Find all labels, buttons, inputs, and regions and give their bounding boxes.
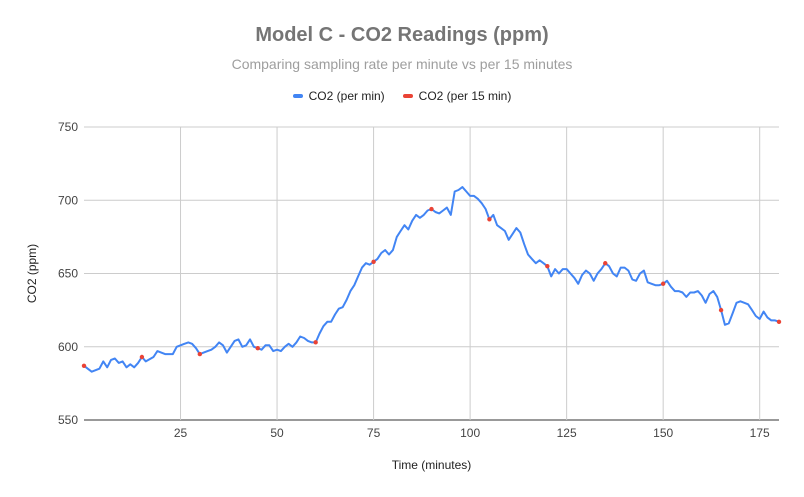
point-per-15-min — [718, 307, 724, 313]
point-per-15-min — [487, 217, 492, 222]
y-tick-label: 550 — [58, 413, 78, 427]
chart-legend: CO2 (per min) CO2 (per 15 min) — [0, 89, 804, 103]
legend-label-per-min: CO2 (per min) — [308, 89, 385, 103]
point-per-15-min — [371, 259, 376, 264]
legend-swatch-per-min — [292, 94, 303, 98]
x-tick-label: 175 — [750, 426, 770, 440]
y-axis-ticks: 550 600 650 700 750 — [58, 120, 78, 427]
point-per-15-min — [545, 263, 550, 269]
y-tick-label: 600 — [58, 340, 78, 354]
legend-item-per-min[interactable]: CO2 (per min) — [292, 89, 385, 103]
x-tick-label: 125 — [557, 426, 577, 440]
grid — [84, 126, 779, 421]
series-layer — [81, 186, 782, 373]
legend-swatch-per-15-min — [402, 94, 413, 98]
legend-item-per-15-min[interactable]: CO2 (per 15 min) — [402, 89, 512, 103]
y-tick-label: 750 — [58, 120, 78, 134]
point-per-15-min — [429, 206, 434, 212]
x-axis-ticks: 25 50 75 100 125 150 175 — [174, 426, 770, 440]
point-per-15-min — [313, 340, 318, 345]
x-tick-label: 50 — [270, 426, 284, 440]
x-tick-label: 75 — [367, 426, 381, 440]
x-tick-label: 150 — [653, 426, 673, 440]
point-per-15-min — [660, 281, 666, 286]
point-per-15-min — [776, 319, 782, 325]
point-per-15-min — [197, 351, 203, 357]
y-tick-label: 700 — [58, 193, 78, 207]
y-axis-label: CO2 (ppm) — [25, 244, 39, 303]
point-per-15-min — [139, 354, 145, 360]
y-tick-label: 650 — [58, 267, 78, 281]
series-line-per-min — [83, 186, 780, 373]
chart-subtitle: Comparing sampling rate per minute vs pe… — [231, 56, 573, 72]
point-per-15-min — [603, 261, 608, 266]
point-per-15-min — [255, 346, 260, 351]
point-per-15-min — [81, 363, 87, 368]
legend-label-per-15-min: CO2 (per 15 min) — [418, 89, 512, 103]
chart-title: Model C - CO2 Readings (ppm) — [255, 24, 549, 46]
x-tick-label: 100 — [460, 426, 480, 440]
x-tick-label: 25 — [174, 426, 188, 440]
x-axis-label: Time (minutes) — [392, 458, 472, 472]
